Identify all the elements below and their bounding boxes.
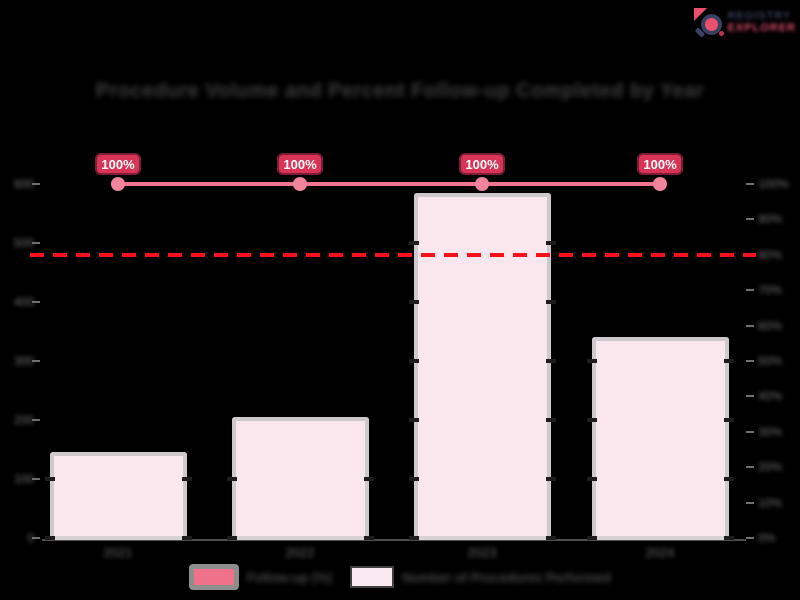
follow-up-value-badge: 100%: [95, 153, 141, 175]
right-axis-tick: [746, 218, 754, 221]
legend-label-bar-series: Number of Procedures Performed: [402, 569, 611, 585]
gridline-stub: [723, 359, 734, 363]
right-axis-tick-label: 10%: [758, 495, 783, 510]
right-axis-tick: [746, 324, 754, 327]
left-axis-tick-label: 200: [13, 413, 34, 427]
follow-up-value-badge: 100%: [277, 153, 323, 175]
gridline-stub: [44, 536, 55, 540]
gridline-stub: [545, 477, 556, 481]
gridline-stub: [408, 536, 419, 540]
x-axis-label-2023: 2023: [467, 545, 497, 560]
gridline-stub: [586, 477, 597, 481]
reference-line-80pct: [30, 252, 756, 257]
left-axis-tick: [32, 537, 40, 539]
gridline-stub: [408, 418, 419, 422]
chart-legend: Follow-up (%) Number of Procedures Perfo…: [0, 564, 800, 590]
gridline-stub: [723, 477, 734, 481]
left-axis-tick-label: 100: [13, 472, 34, 486]
x-axis-label-2024: 2024: [645, 545, 675, 560]
left-axis-tick-label: 500: [13, 236, 34, 250]
right-axis-tick: [746, 501, 754, 504]
follow-up-point: [111, 177, 125, 191]
right-axis-tick-label: 90%: [758, 212, 783, 227]
right-axis-tick: [746, 289, 754, 292]
follow-up-point: [475, 177, 489, 191]
gridline-stub: [545, 300, 556, 304]
follow-up-value-badge: 100%: [459, 153, 505, 175]
bar-2022[interactable]: [231, 417, 369, 540]
gridline-stub: [408, 300, 419, 304]
brand-logo[interactable]: REGISTRY EXPLORER: [693, 7, 796, 38]
gridline-stub: [44, 477, 55, 481]
right-axis-tick-label: 100%: [758, 177, 789, 191]
gridline-stub: [723, 418, 734, 422]
brand-line-1: REGISTRY: [727, 10, 792, 22]
legend-swatch-line-series: [189, 564, 239, 590]
follow-up-value-badge: 100%: [637, 153, 683, 175]
gridline-stub: [545, 536, 556, 540]
bar-2023[interactable]: [413, 192, 551, 540]
right-axis-tick-label: 80%: [758, 247, 783, 262]
right-axis-tick-label: 0%: [758, 531, 776, 545]
left-axis-tick-label: 0: [27, 531, 34, 545]
gridline-stub: [226, 477, 237, 481]
left-axis-tick-label: 400: [13, 295, 34, 309]
legend-label-line-series: Follow-up (%): [247, 569, 333, 585]
right-axis-tick-label: 30%: [758, 424, 783, 439]
gridline-stub: [181, 536, 192, 540]
left-axis-tick: [32, 360, 40, 362]
x-axis-line: [42, 539, 746, 541]
gridline-stub: [363, 536, 374, 540]
magnifier-chart-icon: [693, 7, 725, 38]
gridline-stub: [723, 536, 734, 540]
gridline-stub: [545, 241, 556, 245]
right-axis-tick-label: 50%: [758, 354, 783, 368]
gridline-stub: [226, 536, 237, 540]
right-axis-tick: [746, 466, 754, 469]
x-axis-label-2021: 2021: [103, 545, 133, 560]
gridline-stub: [408, 241, 419, 245]
right-axis-tick: [746, 183, 754, 185]
gridline-stub: [408, 477, 419, 481]
left-axis-tick-label: 300: [13, 354, 34, 368]
right-axis-tick: [746, 360, 754, 362]
brand-name: REGISTRY EXPLORER: [727, 10, 796, 34]
left-axis-tick: [32, 242, 40, 244]
gridline-stub: [545, 359, 556, 363]
right-axis-tick-label: 70%: [758, 283, 783, 298]
gridline-stub: [545, 418, 556, 422]
gridline-stub: [586, 536, 597, 540]
bar-2021[interactable]: [49, 452, 187, 540]
chart-title: Procedure Volume and Percent Follow-up C…: [95, 80, 705, 102]
legend-swatch-bar-series: [350, 566, 395, 588]
bar-2024[interactable]: [591, 337, 729, 540]
follow-up-line: [118, 182, 660, 186]
gridline-stub: [181, 477, 192, 481]
legend-item-followup-line[interactable]: Follow-up (%): [189, 564, 332, 590]
right-axis-tick: [746, 430, 754, 433]
gridline-stub: [408, 359, 419, 363]
follow-up-point: [293, 177, 307, 191]
follow-up-point: [653, 177, 667, 191]
legend-item-procedures-bar[interactable]: Number of Procedures Performed: [350, 566, 611, 588]
left-axis-tick: [32, 183, 40, 185]
right-axis-tick: [746, 395, 754, 398]
right-axis-tick-label: 60%: [758, 318, 783, 333]
gridline-stub: [586, 359, 597, 363]
right-axis-tick-label: 20%: [758, 460, 783, 475]
brand-line-2: EXPLORER: [727, 22, 796, 34]
gridline-stub: [363, 477, 374, 481]
left-axis-tick-label: 600: [13, 177, 34, 191]
left-axis-tick: [32, 478, 40, 480]
left-axis-tick: [32, 419, 40, 421]
gridline-stub: [586, 418, 597, 422]
left-axis-tick: [32, 301, 40, 303]
x-axis-label-2022: 2022: [285, 545, 315, 560]
right-axis-tick: [746, 537, 754, 539]
right-axis-tick-label: 40%: [758, 389, 783, 404]
